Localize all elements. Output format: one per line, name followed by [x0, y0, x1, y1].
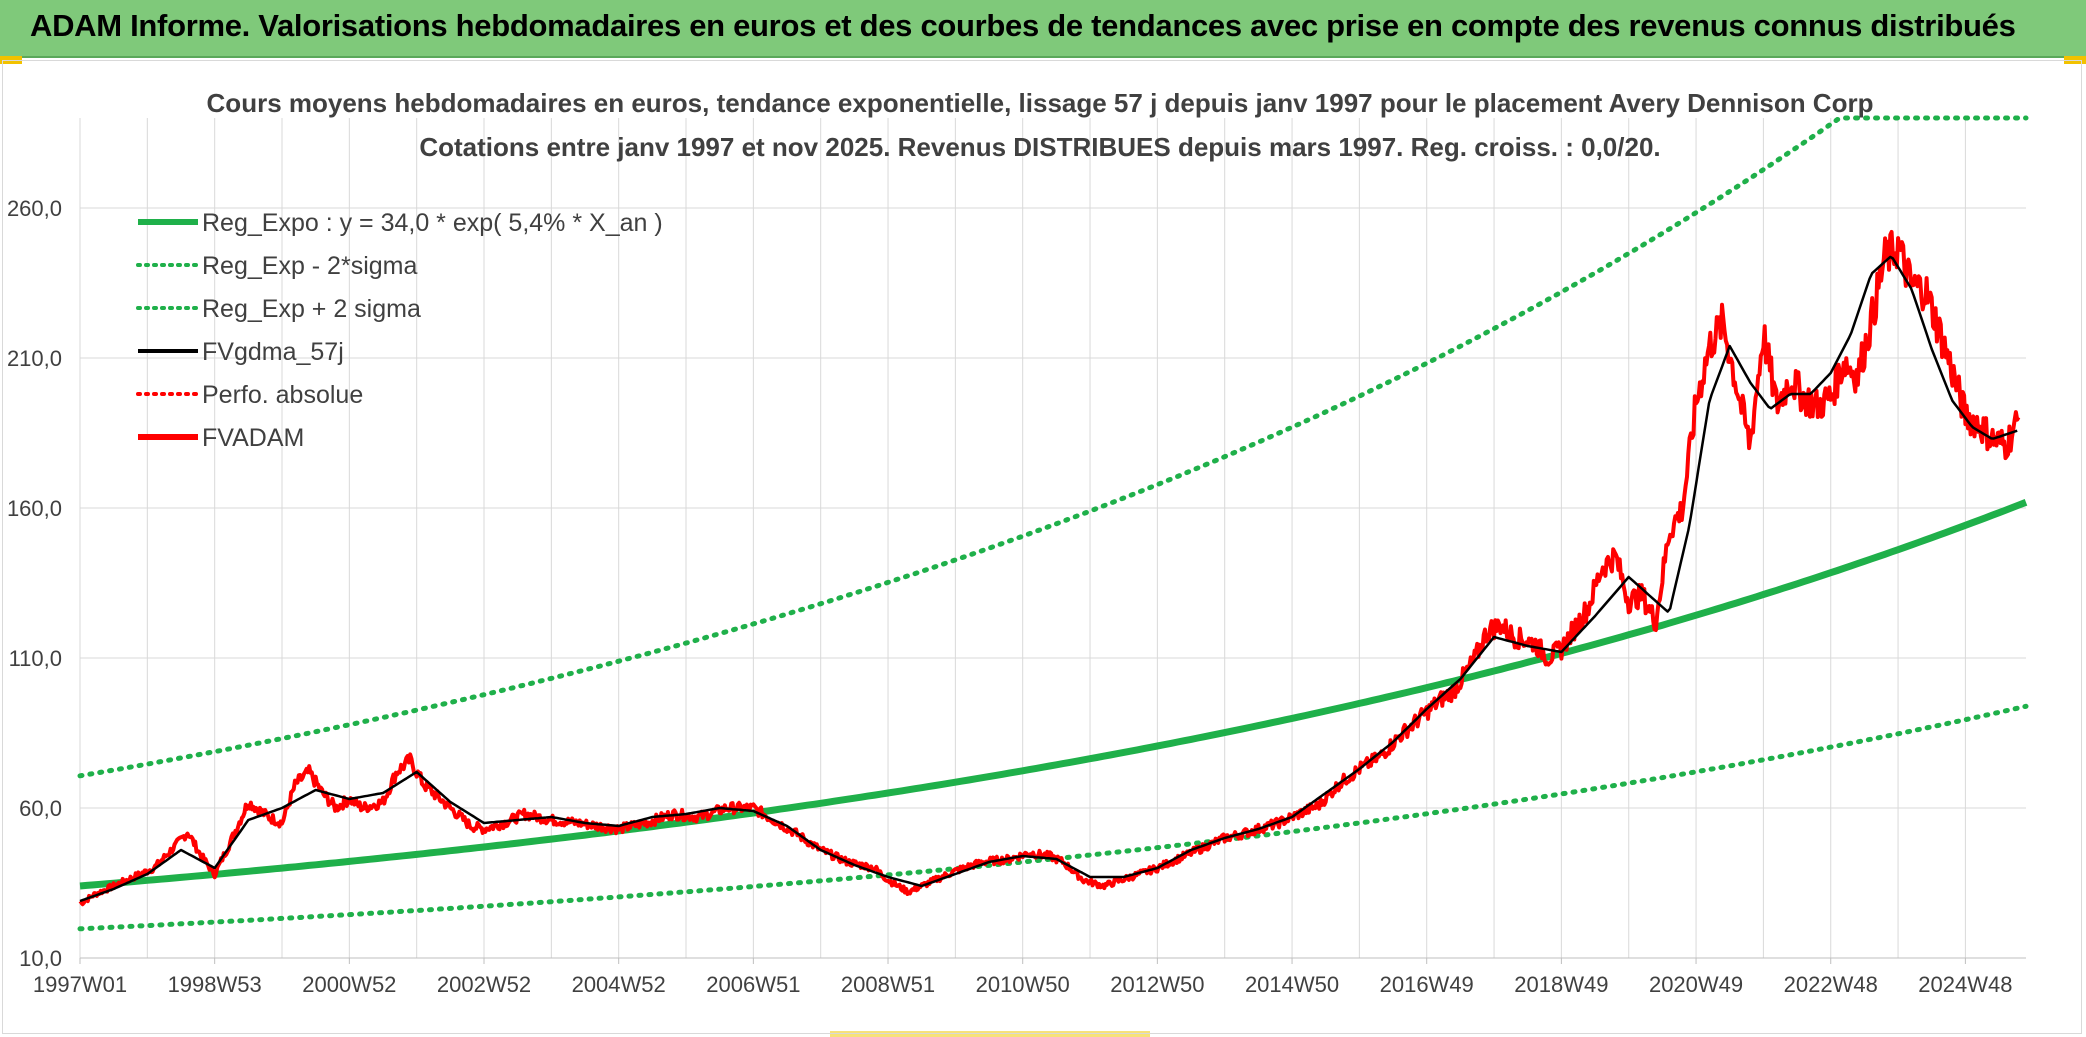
chart-legend: Reg_Expo : y = 34,0 * exp( 5,4% * X_an )… [136, 209, 663, 452]
report-banner: ADAM Informe. Valorisations hebdomadaire… [0, 0, 2086, 58]
corner-marker-bottom [830, 1031, 1150, 1037]
series-reg-lower-band [77, 703, 2029, 932]
x-tick-label: 2006W51 [706, 972, 800, 997]
legend-label-reg: Reg_Expo : y = 34,0 * exp( 5,4% * X_an ) [202, 209, 663, 237]
x-tick-label: 2014W50 [1245, 972, 1339, 997]
legend-label-upper: Reg_Exp + 2 sigma [202, 295, 421, 323]
series-reg-upper-band [77, 115, 2029, 779]
x-tick-label: 2002W52 [437, 972, 531, 997]
chart-frame [2, 60, 2082, 1034]
x-tick-label: 1997W01 [33, 972, 127, 997]
legend-label-smooth: FVgdma_57j [202, 338, 344, 366]
legend-label-lower: Reg_Exp - 2*sigma [202, 252, 417, 280]
chart-grid [79, 118, 2026, 959]
chart-subtitle: Cotations entre janv 1997 et nov 2025. R… [419, 132, 1660, 162]
x-tick-label: 2004W52 [572, 972, 666, 997]
x-tick-label: 2020W49 [1649, 972, 1743, 997]
y-tick-label: 260,0 [7, 196, 62, 221]
series-fvgdma-57j [79, 255, 2018, 903]
x-tick-label: 2022W48 [1784, 972, 1878, 997]
x-tick-label: 2008W51 [841, 972, 935, 997]
x-tick-label: 1998W53 [168, 972, 262, 997]
y-tick-label: 60,0 [19, 796, 62, 821]
legend-label-price: FVADAM [202, 424, 304, 452]
chart-title: Cours moyens hebdomadaires en euros, ten… [207, 88, 1874, 118]
x-tick-label: 2024W48 [1918, 972, 2012, 997]
chart-series [77, 115, 2029, 932]
y-tick-label: 10,0 [19, 946, 62, 971]
y-tick-label: 110,0 [9, 646, 62, 671]
x-tick-label: 2018W49 [1514, 972, 1608, 997]
legend-label-perf: Perfo. absolue [202, 381, 363, 409]
series-reg-expo [79, 499, 2028, 890]
x-tick-label: 2016W49 [1380, 972, 1474, 997]
series-fvadam [78, 230, 2021, 907]
y-tick-label: 210,0 [7, 346, 62, 371]
y-tick-label: 160,0 [7, 496, 62, 521]
x-tick-label: 2000W52 [302, 972, 396, 997]
x-tick-label: 2010W50 [976, 972, 1070, 997]
chart-axes: 10,0 60,0 110,0 160,0 210,0 260,0 1997W01 1998W… [7, 196, 2026, 997]
banner-title: ADAM Informe. Valorisations hebdomadaire… [30, 8, 2016, 43]
x-tick-label: 2012W50 [1110, 972, 1204, 997]
